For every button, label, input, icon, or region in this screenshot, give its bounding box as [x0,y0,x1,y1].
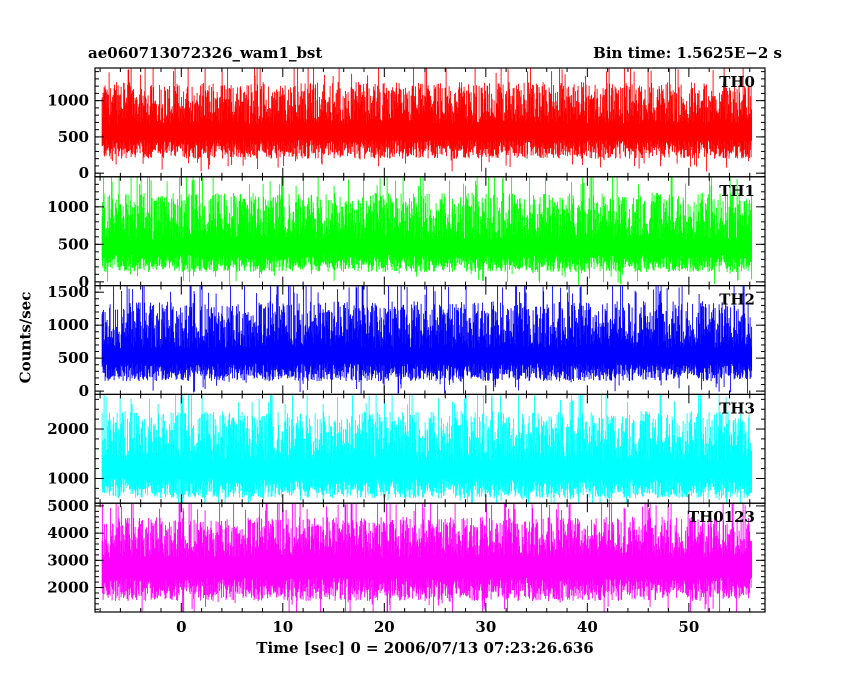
x-tick-label: 10 [272,618,293,636]
y-tick-label: 500 [58,349,89,367]
y-tick-label: 500 [58,128,89,146]
series-trace-th3 [101,394,753,503]
y-tick-label: 1500 [47,283,89,301]
y-tick-label: 0 [79,273,89,291]
x-axis-title: Time [sec] 0 = 2006/07/13 07:23:26.636 [256,639,594,657]
series-label-th0: TH0 [719,73,755,91]
series-trace-th2 [101,286,753,394]
series-trace-th1 [101,177,753,285]
y-tick-label: 1000 [47,316,89,334]
x-tick-label: 0 [176,618,186,636]
series-trace-th0 [101,68,753,172]
series-label-th1: TH1 [719,182,755,200]
y-tick-label: 4000 [47,524,89,542]
y-tick-label: 500 [58,235,89,253]
panel-frame [94,502,766,613]
x-tick-label: 50 [678,618,699,636]
y-tick-label: 1000 [47,198,89,216]
bin-time-label: Bin time: 1.5625E−2 s [593,44,782,62]
series-label-th0123: TH0123 [688,508,755,526]
y-tick-label: 5000 [47,497,89,515]
y-tick-label: 1000 [47,469,89,487]
series-label-th3: TH3 [719,399,755,417]
series-label-th2: TH2 [719,291,755,309]
x-tick-label: 20 [374,618,395,636]
y-tick-label: 2000 [47,420,89,438]
y-tick-label: 1000 [47,92,89,110]
y-tick-label: 0 [79,382,89,400]
plot-title: ae060713072326_wam1_bst [88,44,323,62]
y-tick-label: 3000 [47,551,89,569]
series-trace-th0123 [101,503,753,612]
y-tick-label: 0 [79,164,89,182]
x-tick-label: 40 [577,618,598,636]
y-tick-label: 2000 [47,579,89,597]
y-axis-title: Counts/sec [16,291,35,384]
x-tick-label: 30 [475,618,496,636]
